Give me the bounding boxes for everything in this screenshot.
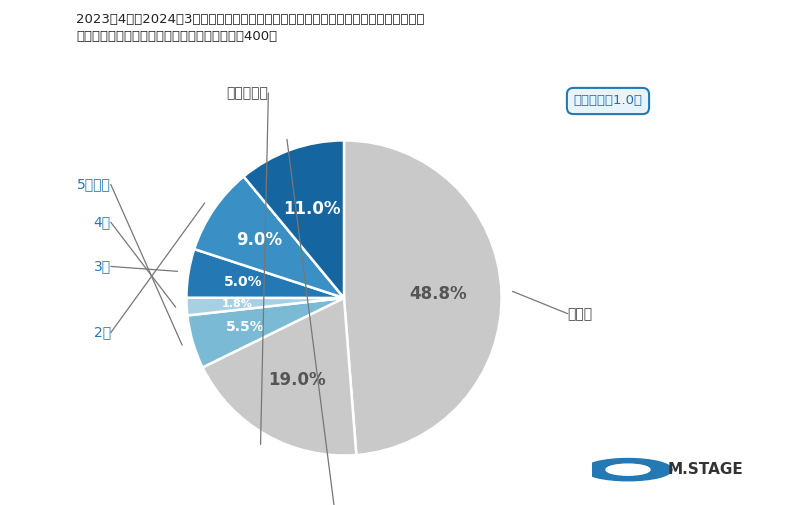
Text: 11.0%: 11.0% <box>283 200 341 218</box>
Text: 2人: 2人 <box>94 326 111 340</box>
Text: 【離職した】従業員は何名いますか。（回答数400）: 【離職した】従業員は何名いますか。（回答数400） <box>76 30 277 43</box>
Wedge shape <box>194 176 344 298</box>
Circle shape <box>584 459 672 481</box>
Wedge shape <box>186 298 344 316</box>
Text: 5.5%: 5.5% <box>226 320 265 334</box>
Text: 19.0%: 19.0% <box>268 371 326 389</box>
Text: Q.: Q. <box>26 33 50 53</box>
Wedge shape <box>244 140 344 298</box>
Circle shape <box>606 464 650 475</box>
Wedge shape <box>202 298 356 456</box>
Text: 48.8%: 48.8% <box>410 285 467 303</box>
Text: 4人: 4人 <box>94 215 111 229</box>
Wedge shape <box>186 249 344 298</box>
Text: 5.0%: 5.0% <box>223 275 262 289</box>
Text: M.STAGE: M.STAGE <box>668 462 744 477</box>
Text: 2023年4月〜2024年3月の期間で、フィジカルヘルス不調やメンタルヘルス不調により: 2023年4月〜2024年3月の期間で、フィジカルヘルス不調やメンタルヘルス不調… <box>76 13 425 26</box>
Text: 加重平均：1.0名: 加重平均：1.0名 <box>574 94 642 108</box>
Text: 9.0%: 9.0% <box>236 231 282 249</box>
Text: 5人以上: 5人以上 <box>77 177 111 191</box>
Text: いない: いない <box>568 307 593 321</box>
Text: わからない: わからない <box>226 86 268 100</box>
Text: 1.8%: 1.8% <box>222 299 253 309</box>
Wedge shape <box>187 298 344 368</box>
Wedge shape <box>344 140 502 455</box>
Text: 3人: 3人 <box>94 260 111 273</box>
